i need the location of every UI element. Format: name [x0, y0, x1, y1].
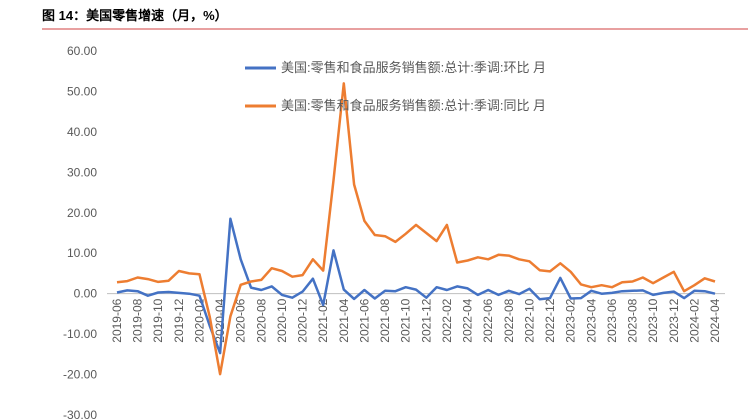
legend-label: 美国:零售和食品服务销售额:总计:季调:环比 月 [281, 60, 546, 75]
x-tick-label: 2021-08 [378, 298, 392, 342]
x-tick-label: 2021-06 [357, 298, 371, 342]
x-tick-label: 2020-10 [275, 298, 289, 342]
y-tick-label: 10.00 [67, 246, 97, 260]
x-tick-label: 2019-08 [131, 298, 145, 342]
x-tick-label: 2023-08 [626, 298, 640, 342]
x-tick-label: 2020-02 [192, 298, 206, 342]
x-tick-label: 2024-02 [687, 298, 701, 342]
x-tick-label: 2021-02 [316, 298, 330, 342]
y-tick-label: 50.00 [67, 84, 97, 98]
y-tick-label: 20.00 [67, 206, 97, 220]
x-tick-label: 2023-06 [605, 298, 619, 342]
y-tick-label: 0.00 [74, 287, 98, 301]
y-tick-label: 60.00 [67, 44, 97, 58]
y-tick-label: 40.00 [67, 125, 97, 139]
x-tick-label: 2023-12 [667, 298, 681, 342]
y-tick-label: -30.00 [63, 408, 97, 420]
y-tick-label: -10.00 [63, 327, 97, 341]
x-tick-label: 2022-08 [502, 298, 516, 342]
x-tick-label: 2019-06 [110, 298, 124, 342]
x-tick-label: 2021-04 [337, 298, 351, 342]
legend-label: 美国:零售和食品服务销售额:总计:季调:同比 月 [281, 98, 546, 113]
x-tick-label: 2022-02 [440, 298, 454, 342]
x-tick-label: 2022-04 [461, 298, 475, 342]
series-line [116, 82, 716, 376]
x-tick-label: 2021-10 [399, 298, 413, 342]
chart-title: 图 14：美国零售增速（月，%） [42, 8, 228, 23]
y-tick-label: 30.00 [67, 165, 97, 179]
x-tick-label: 2024-04 [708, 298, 722, 342]
x-tick-label: 2023-02 [564, 298, 578, 342]
x-tick-label: 2022-12 [543, 298, 557, 342]
x-tick-label: 2021-12 [419, 298, 433, 342]
series-line [116, 217, 716, 355]
y-tick-label: -20.00 [63, 368, 97, 382]
x-tick-label: 2020-08 [254, 298, 268, 342]
x-tick-label: 2022-10 [522, 298, 536, 342]
x-tick-label: 2023-10 [646, 298, 660, 342]
x-tick-label: 2019-10 [151, 298, 165, 342]
x-tick-label: 2020-06 [234, 298, 248, 342]
x-tick-label: 2020-12 [296, 298, 310, 342]
x-tick-label: 2023-04 [584, 298, 598, 342]
x-tick-label: 2022-06 [481, 298, 495, 342]
x-tick-label: 2019-12 [172, 298, 186, 342]
